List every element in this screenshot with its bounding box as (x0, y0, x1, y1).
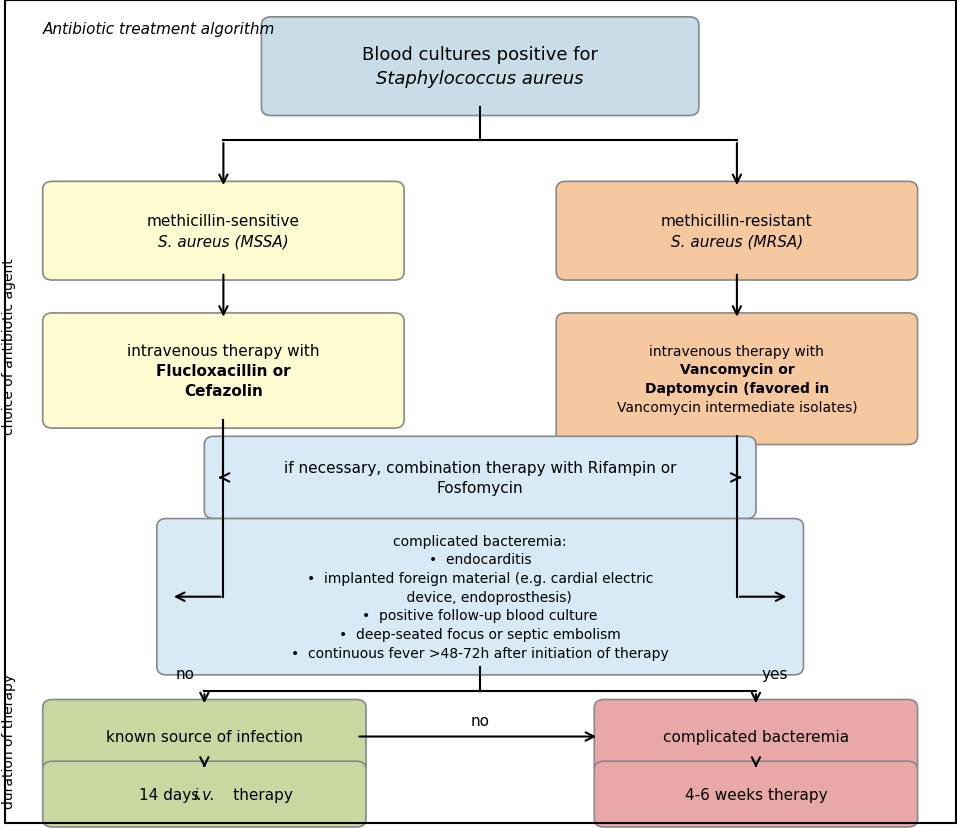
Text: no: no (471, 714, 490, 729)
Text: Cefazolin: Cefazolin (184, 384, 263, 399)
Text: •  deep-seated focus or septic embolism: • deep-seated focus or septic embolism (340, 627, 621, 641)
Text: known source of infection: known source of infection (106, 729, 302, 744)
Text: therapy: therapy (205, 787, 293, 802)
FancyBboxPatch shape (594, 700, 918, 773)
Text: Vancomycin or: Vancomycin or (679, 363, 794, 377)
Text: 14 days: 14 days (140, 787, 205, 802)
Text: complicated bacteremia: complicated bacteremia (663, 729, 849, 744)
FancyBboxPatch shape (43, 700, 366, 773)
Text: •  continuous fever >48-72h after initiation of therapy: • continuous fever >48-72h after initiat… (291, 646, 669, 660)
FancyBboxPatch shape (594, 761, 918, 827)
FancyBboxPatch shape (261, 18, 699, 117)
FancyBboxPatch shape (157, 519, 804, 675)
Text: intravenous therapy with: intravenous therapy with (127, 343, 320, 359)
Text: Staphylococcus aureus: Staphylococcus aureus (376, 70, 584, 88)
FancyBboxPatch shape (205, 437, 756, 519)
FancyBboxPatch shape (43, 761, 366, 827)
Text: S. aureus (MRSA): S. aureus (MRSA) (671, 234, 803, 249)
FancyBboxPatch shape (43, 182, 404, 281)
Text: Flucloxacillin or: Flucloxacillin or (156, 363, 291, 378)
Text: i.v.: i.v. (193, 787, 215, 802)
Text: Fosfomycin: Fosfomycin (436, 480, 523, 496)
Text: complicated bacteremia:: complicated bacteremia: (393, 534, 567, 548)
Text: duration of therapy: duration of therapy (3, 673, 16, 808)
Text: •  endocarditis: • endocarditis (429, 553, 531, 567)
Text: if necessary, combination therapy with Rifampin or: if necessary, combination therapy with R… (284, 460, 677, 475)
Text: Blood cultures positive for: Blood cultures positive for (362, 46, 598, 64)
FancyBboxPatch shape (556, 182, 918, 281)
FancyBboxPatch shape (43, 314, 404, 429)
FancyBboxPatch shape (556, 314, 918, 445)
Text: intravenous therapy with: intravenous therapy with (650, 344, 824, 359)
Text: 4-6 weeks therapy: 4-6 weeks therapy (684, 787, 827, 802)
Text: •  implanted foreign material (e.g. cardial electric: • implanted foreign material (e.g. cardi… (307, 571, 654, 585)
Text: no: no (176, 667, 195, 681)
Text: Vancomycin intermediate isolates): Vancomycin intermediate isolates) (616, 400, 857, 414)
Text: S. aureus (MSSA): S. aureus (MSSA) (158, 234, 289, 249)
Text: •  positive follow-up blood culture: • positive follow-up blood culture (363, 609, 598, 623)
Text: device, endoprosthesis): device, endoprosthesis) (389, 590, 571, 604)
Text: Antibiotic treatment algorithm: Antibiotic treatment algorithm (43, 22, 275, 37)
Text: methicillin-resistant: methicillin-resistant (661, 214, 812, 229)
Text: yes: yes (762, 667, 789, 681)
Text: methicillin-sensitive: methicillin-sensitive (146, 214, 300, 229)
Text: Daptomycin (favored in: Daptomycin (favored in (645, 382, 829, 396)
Text: choice of antibiotic agent: choice of antibiotic agent (3, 258, 16, 435)
